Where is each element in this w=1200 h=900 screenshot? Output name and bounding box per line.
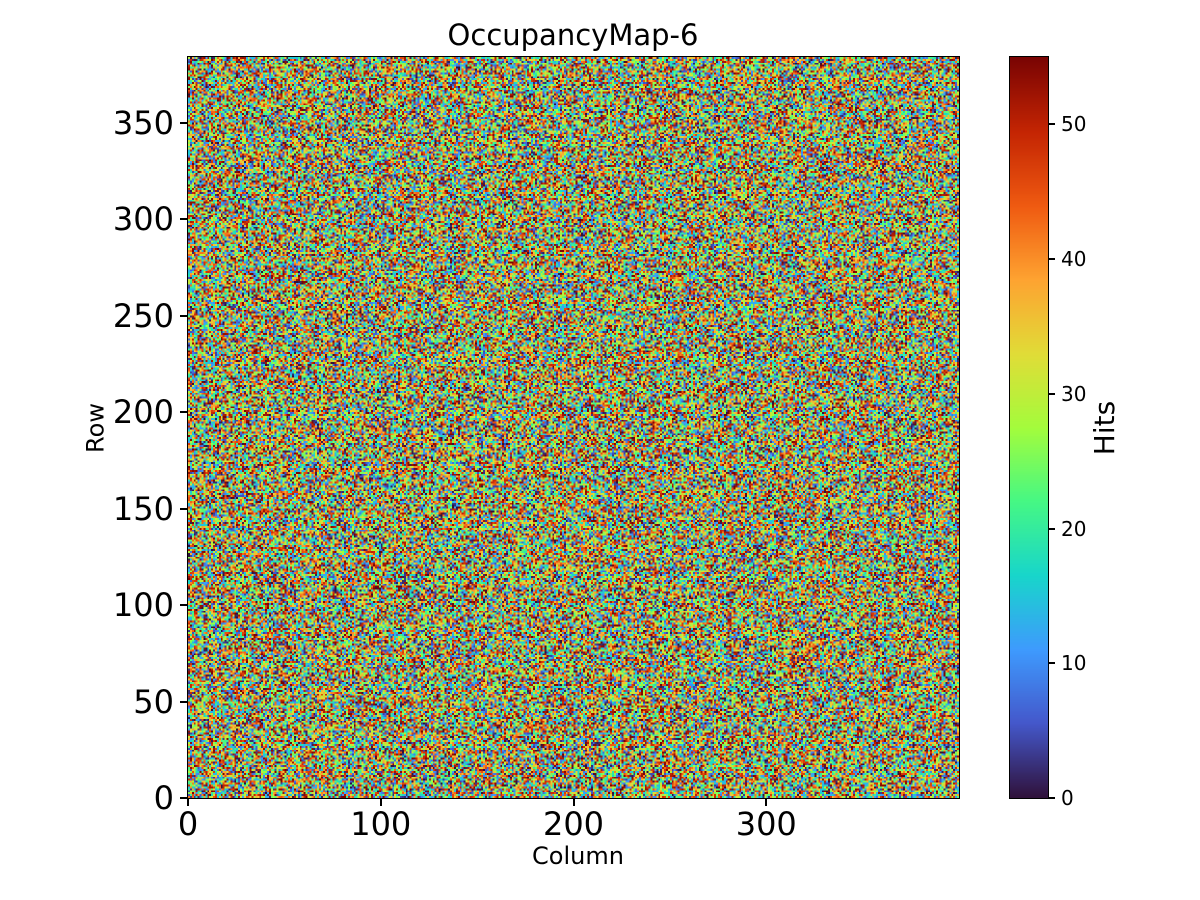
y-tick-label: 100: [112, 586, 174, 625]
y-tick-mark: [180, 121, 188, 124]
colorbar-tick-label: 20: [1061, 516, 1087, 541]
x-tick-label: 200: [542, 805, 605, 843]
colorbar-tick-mark: [1048, 123, 1055, 126]
colorbar-gradient: [1009, 56, 1049, 799]
heatmap-image: [187, 56, 960, 799]
y-tick-label: 300: [112, 200, 174, 239]
x-tick-mark: [765, 798, 768, 806]
x-tick-mark: [379, 798, 382, 806]
y-tick-label: 150: [112, 489, 174, 528]
y-tick-mark: [180, 797, 188, 799]
y-tick-label: 200: [112, 393, 174, 432]
x-tick-label: 300: [735, 805, 797, 843]
y-tick-label: 0: [153, 779, 174, 817]
colorbar-tick-label: 30: [1061, 381, 1087, 406]
colorbar-tick-mark: [1048, 392, 1055, 395]
y-tick-mark: [180, 507, 188, 510]
colorbar-tick-label: 10: [1061, 651, 1087, 676]
y-tick-mark: [180, 700, 188, 703]
colorbar-tick-mark: [1048, 797, 1055, 799]
x-axis-label: Column: [532, 842, 624, 870]
x-tick-label: 0: [177, 805, 199, 843]
y-tick-label: 350: [112, 103, 174, 142]
colorbar-tick-label: 50: [1061, 112, 1087, 137]
y-tick-mark: [180, 411, 188, 414]
colorbar-tick-mark: [1048, 258, 1055, 261]
y-tick-mark: [180, 604, 188, 607]
x-tick-label: 100: [350, 805, 412, 843]
y-tick-mark: [180, 314, 188, 317]
y-tick-label: 250: [112, 296, 174, 335]
colorbar-tick-mark: [1048, 662, 1055, 665]
colorbar-tick-label: 40: [1061, 247, 1087, 272]
y-tick-mark: [180, 218, 188, 221]
chart-title: OccupancyMap-6: [447, 18, 699, 52]
colorbar-tick-mark: [1048, 527, 1055, 530]
x-tick-mark: [572, 798, 575, 806]
colorbar-tick-label: 0: [1061, 786, 1074, 810]
y-tick-label: 50: [133, 682, 174, 721]
colorbar-label: Hits: [1088, 400, 1122, 456]
x-tick-mark: [187, 798, 189, 806]
